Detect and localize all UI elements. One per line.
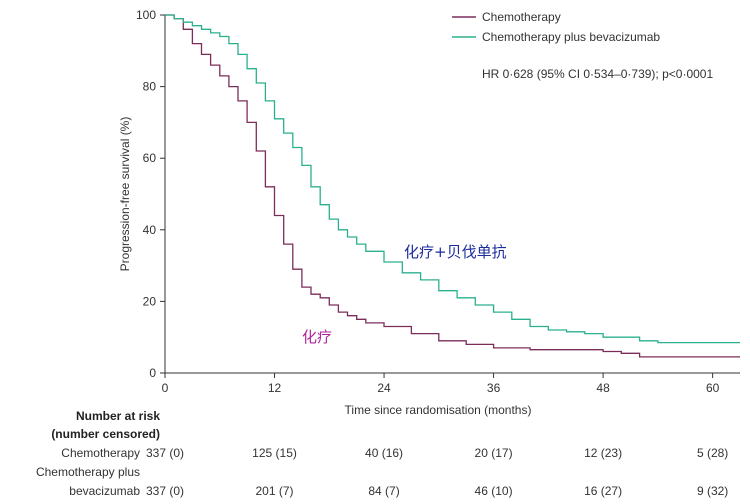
risk-table: Number at risk (number censored) Chemoth… — [36, 409, 728, 498]
curve-chemotherapy — [165, 14, 740, 358]
annotation-chemo-bev-cn: 化疗+贝伐单抗 — [404, 243, 507, 261]
risk-value: 201 (7) — [256, 484, 294, 498]
y-tick-label: 20 — [143, 294, 157, 308]
risk-value: 337 (0) — [146, 446, 184, 460]
y-tick-label: 80 — [143, 80, 157, 94]
risk-value: 40 (16) — [365, 446, 403, 460]
legend-label-chemotherapy: Chemotherapy — [482, 10, 561, 24]
y-tick-label: 40 — [143, 223, 157, 237]
y-axis-title: Progression-free survival (%) — [118, 117, 132, 272]
risk-values: 337 (0) 125 (15) 40 (16) 20 (17) 12 (23) 5 (2… — [146, 446, 728, 498]
risk-row-label-chemo-bev-2: bevacizumab — [69, 484, 140, 498]
risk-value: 46 (10) — [475, 484, 513, 498]
risk-value: 16 (27) — [584, 484, 622, 498]
x-tick-label: 0 — [162, 381, 169, 395]
legend: Chemotherapy Chemotherapy plus bevacizum… — [452, 10, 660, 44]
survival-curves — [165, 14, 740, 358]
x-tick-label: 24 — [377, 381, 391, 395]
hazard-ratio-text: HR 0·628 (95% CI 0·534–0·739); p<0·0001 — [482, 67, 713, 81]
risk-value: 12 (23) — [584, 446, 622, 460]
x-tick-label: 60 — [706, 381, 720, 395]
y-tick-label: 100 — [136, 8, 156, 22]
risk-row-label-chemo-bev-1: Chemotherapy plus — [36, 465, 140, 479]
risk-value: 5 (28) — [697, 446, 728, 460]
x-axis-title: Time since randomisation (months) — [345, 403, 532, 417]
x-tick-label: 48 — [596, 381, 610, 395]
risk-value: 84 (7) — [368, 484, 399, 498]
x-tick-label: 12 — [268, 381, 282, 395]
risk-table-heading: Number at risk — [76, 409, 160, 423]
risk-value: 20 (17) — [475, 446, 513, 460]
annotation-chemo-cn: 化疗 — [302, 328, 332, 346]
x-tick-label: 36 — [487, 381, 501, 395]
risk-row-label-chemotherapy: Chemotherapy — [61, 446, 140, 460]
risk-value: 9 (32) — [697, 484, 728, 498]
y-tick-label: 60 — [143, 151, 157, 165]
risk-table-subheading: (number censored) — [51, 427, 160, 441]
y-ticks: 0 20 40 60 80 100 — [136, 8, 165, 380]
legend-label-chemo-bev: Chemotherapy plus bevacizumab — [482, 30, 660, 44]
y-tick-label: 0 — [149, 366, 156, 380]
x-ticks: 0 12 24 36 48 60 — [162, 373, 720, 395]
risk-value: 125 (15) — [252, 446, 297, 460]
risk-value: 337 (0) — [146, 484, 184, 498]
curve-chemo-bev — [165, 14, 740, 344]
